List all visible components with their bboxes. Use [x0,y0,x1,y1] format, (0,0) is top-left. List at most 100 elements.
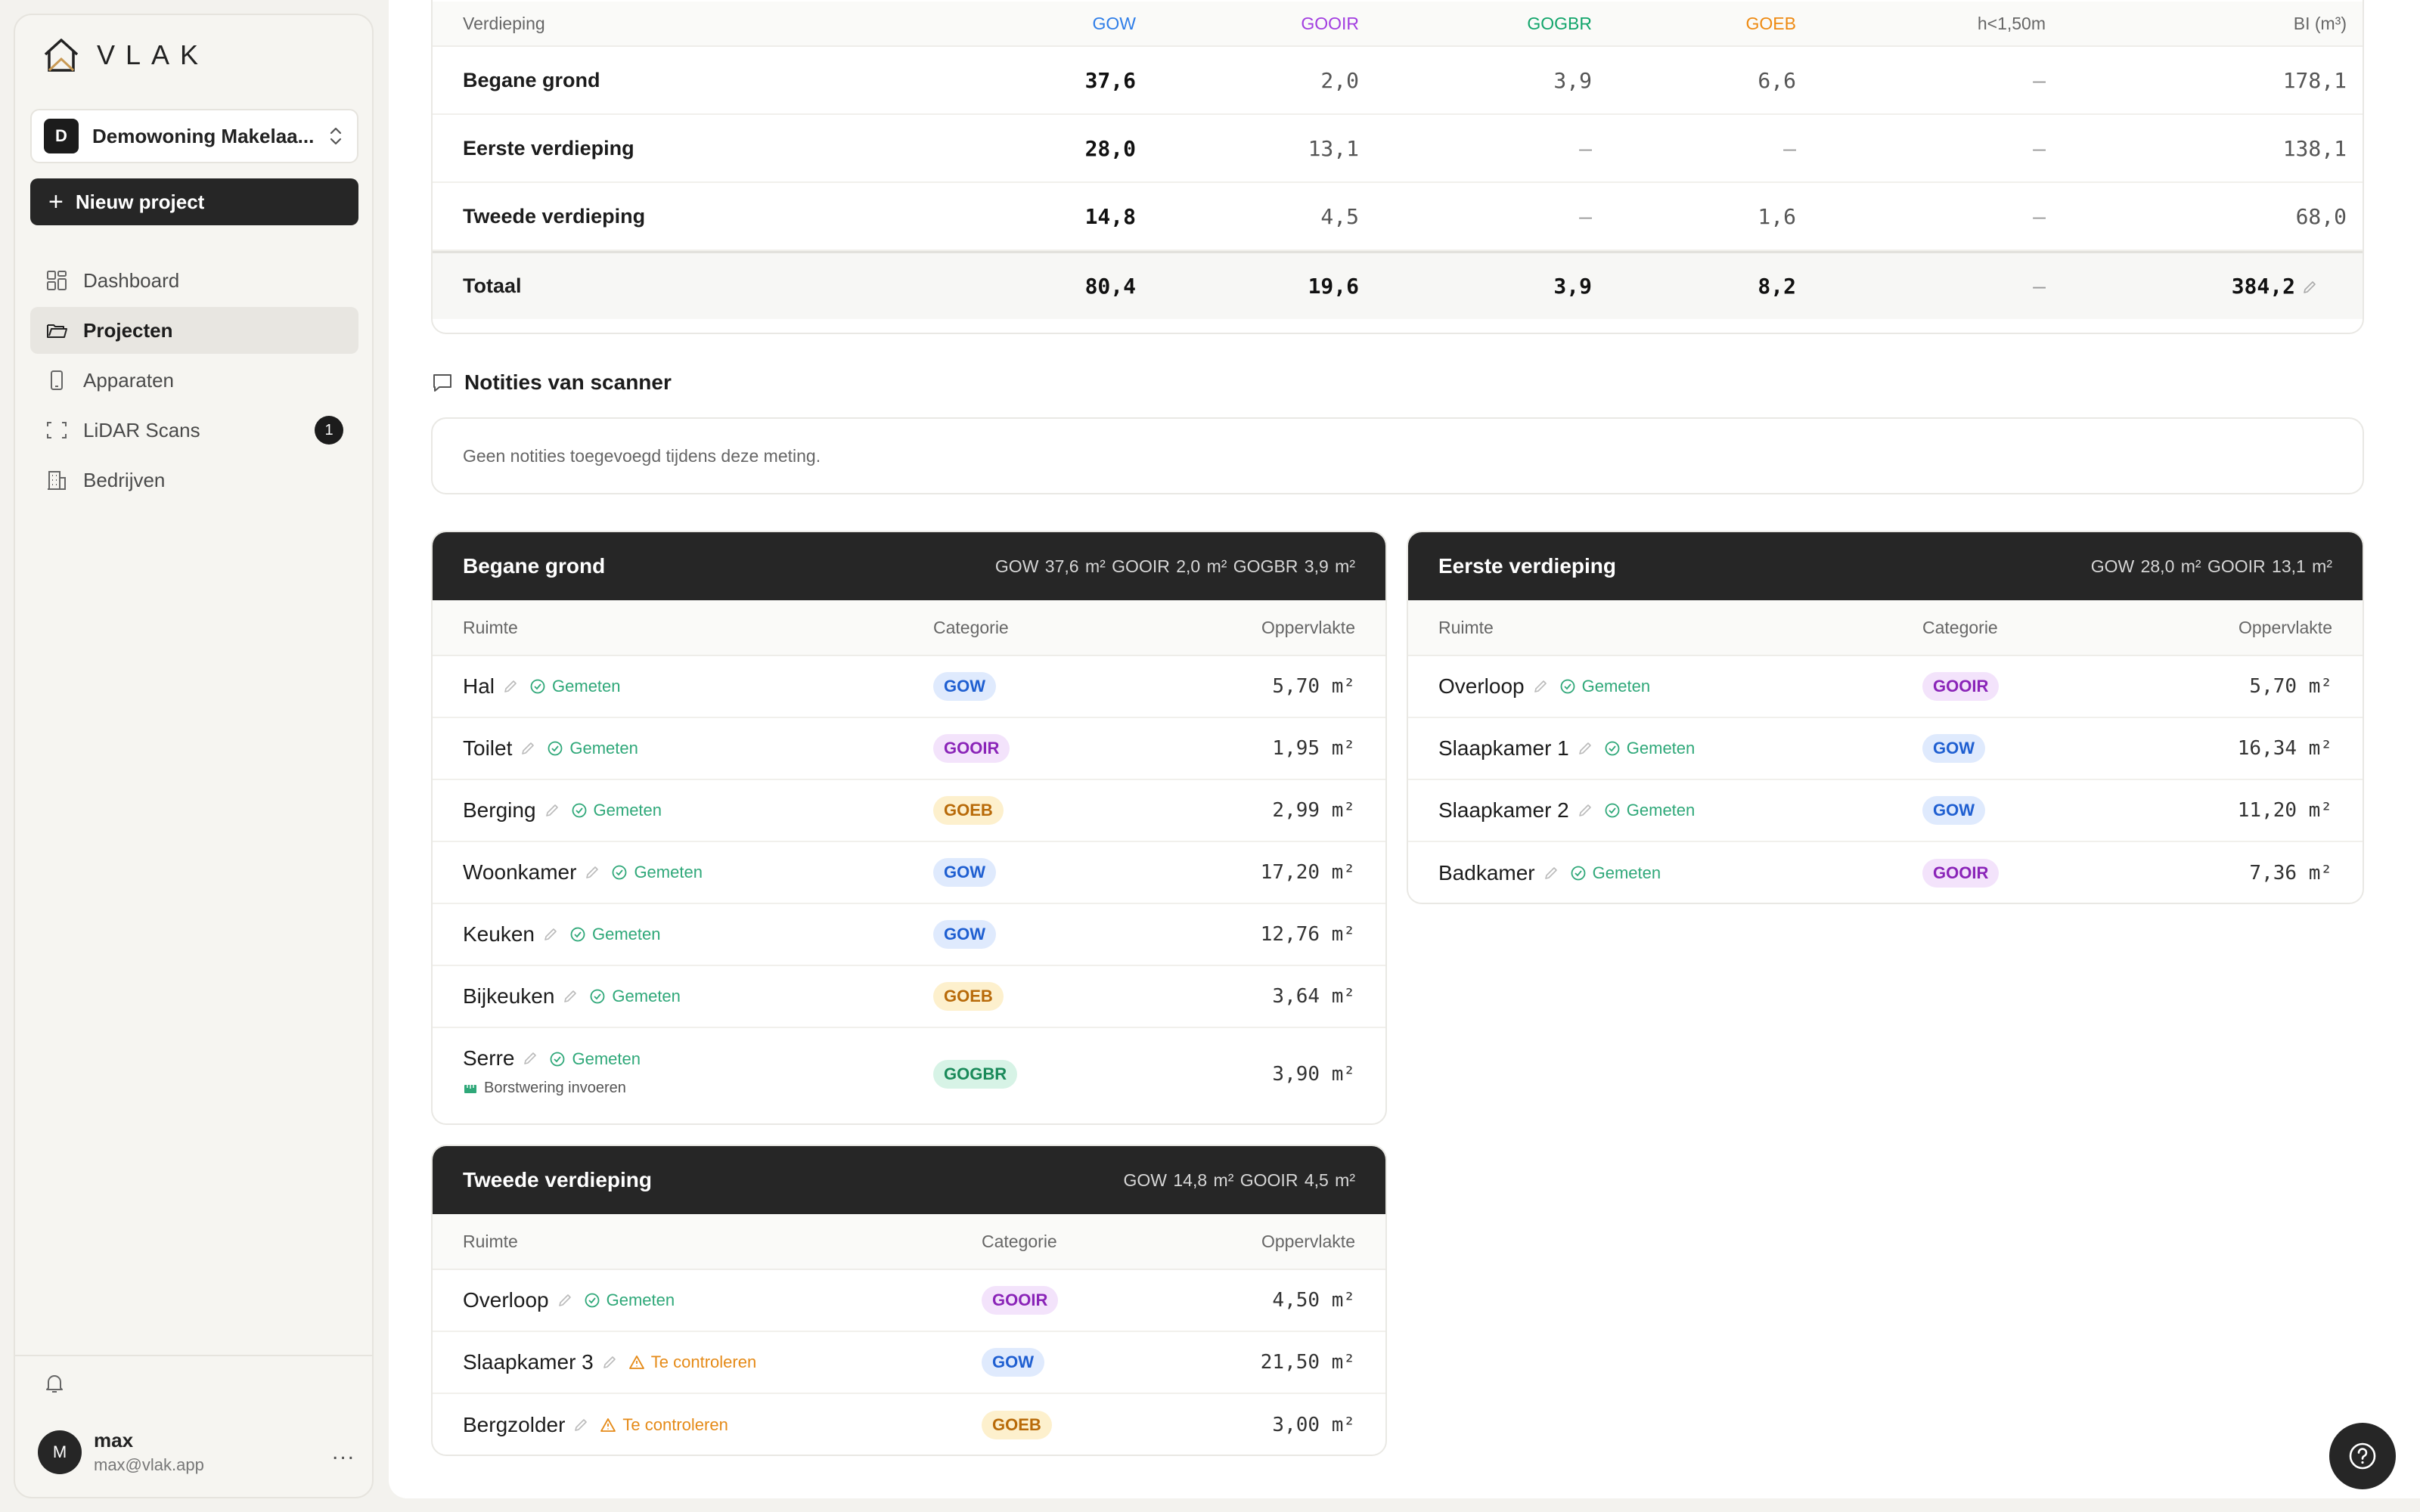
status-label: Gemeten [1626,801,1696,820]
status-label: Gemeten [593,801,662,820]
room-row[interactable]: Hal Gemeten GOW 5,70 m² [433,656,1385,718]
pencil-icon[interactable] [520,740,536,757]
help-button[interactable] [2329,1423,2396,1489]
col-oppervlakte: Oppervlakte [1261,1231,1355,1251]
room-name: Badkamer [1438,861,1535,885]
pencil-icon[interactable] [572,1417,589,1433]
pencil-icon[interactable] [584,864,600,881]
cell-gogbr: – [1579,135,1592,161]
room-name: Bergzolder [463,1413,566,1436]
status-measured: Gemeten [571,801,662,820]
room-row[interactable]: Woonkamer Gemeten GOW 17,20 m² [433,842,1385,904]
pencil-icon[interactable] [502,678,519,695]
floor-title: Tweede verdieping [463,1168,652,1191]
status-measured: Gemeten [1570,863,1661,883]
category-badge: GOW [1922,734,1985,763]
room-row[interactable]: Badkamer Gemeten GOOIR 7,36 m² [1408,842,2363,903]
user-profile[interactable]: M max max@vlak.app ... [38,1429,355,1475]
sidebar-item-projecten[interactable]: Projecten [30,307,358,354]
cell-gogbr: 3,9 [1553,274,1592,299]
sidebar-item-apparaten[interactable]: Apparaten [30,357,358,404]
pencil-icon[interactable] [544,802,560,819]
table-row: Begane grond 37,6 2,0 3,9 6,6 – 178,1 [433,47,2363,115]
room-row[interactable]: Overloop Gemeten GOOIR 5,70 m² [1408,656,2363,718]
parapet-note-label: Borstwering invoeren [484,1080,626,1096]
bell-icon[interactable] [42,1371,67,1396]
scan-icon [47,422,67,438]
room-row[interactable]: Serre Gemeten GOGBR 3,90 m² Borstwering … [433,1028,1385,1122]
notes-title: Notities van scanner [464,370,672,394]
cell-bi: 138,1 [2282,135,2347,161]
floor-stats: GOW 14,8 m² GOOIR 4,5 m² [1123,1170,1355,1190]
cell-low-height: – [2033,135,2046,161]
cell-gow: 80,4 [1084,274,1136,299]
notes-card: Geen notities toegevoegd tijdens deze me… [431,417,2364,494]
status-label: Gemeten [552,677,621,696]
room-row[interactable]: Overloop Gemeten GOOIR 4,50 m² [433,1270,1385,1332]
more-options-icon[interactable]: ... [331,1439,355,1464]
room-name: Berging [463,798,536,822]
device-icon [51,370,63,390]
new-project-button[interactable]: + Nieuw project [30,178,358,225]
grid-icon [47,271,67,290]
pencil-icon[interactable] [557,1292,573,1309]
status-needs-review: Te controleren [600,1415,728,1435]
sidebar-item-label: Apparaten [83,368,174,392]
pencil-icon[interactable] [2301,279,2318,296]
floor-title: Begane grond [463,554,606,578]
room-area: 2,99 m² [1272,799,1355,822]
cell-gooir: 13,1 [1308,135,1359,161]
cell-bi-total: 384,2 [2046,274,2347,299]
pencil-icon[interactable] [542,926,559,943]
parapet-note[interactable]: Borstwering invoeren [463,1080,626,1097]
sidebar-item-dashboard[interactable]: Dashboard [30,257,358,304]
floor-table-tweede-verdieping: Tweede verdieping GOW 14,8 m² GOOIR 4,5 … [431,1145,1387,1456]
floor-stats: GOW 37,6 m² GOOIR 2,0 m² GOGBR 3,9 m² [994,556,1355,576]
category-badge: GOW [1922,796,1985,825]
category-badge: GOOIR [1922,859,2000,888]
pencil-icon[interactable] [1577,802,1593,819]
floor-header: Tweede verdieping GOW 14,8 m² GOOIR 4,5 … [433,1146,1385,1214]
pencil-icon[interactable] [1543,865,1559,881]
room-row[interactable]: Slaapkamer 1 Gemeten GOW 16,34 m² [1408,718,2363,780]
room-area: 17,20 m² [1260,861,1355,884]
room-row[interactable]: Bijkeuken Gemeten GOEB 3,64 m² [433,966,1385,1028]
room-row[interactable]: Keuken Gemeten GOW 12,76 m² [433,904,1385,966]
pencil-icon[interactable] [562,988,579,1005]
notes-heading: Notities van scanner [431,370,672,395]
check-circle-icon [1571,866,1586,881]
sidebar: VLAK D Demowoning Makelaa... + Nieuw pro… [14,14,374,1498]
check-circle-icon [1605,741,1620,756]
col-ruimte: Ruimte [463,1231,518,1251]
status-label: Gemeten [569,739,638,758]
status-measured: Gemeten [569,925,660,944]
room-row[interactable]: Berging Gemeten GOEB 2,99 m² [433,780,1385,842]
project-selector[interactable]: D Demowoning Makelaa... [30,109,358,163]
col-gooir: GOOIR [1301,13,1359,33]
pencil-icon[interactable] [1532,678,1549,695]
pencil-icon[interactable] [601,1354,618,1371]
cell-low-height: – [2033,203,2046,229]
pencil-icon[interactable] [1577,740,1593,757]
col-ruimte: Ruimte [463,617,518,637]
pencil-icon[interactable] [522,1050,538,1067]
room-name: Toilet [463,736,513,760]
room-row[interactable]: Bergzolder Te controleren GOEB 3,00 m² [433,1394,1385,1455]
category-badge: GOOIR [933,734,1010,763]
cell-gooir: 19,6 [1308,274,1359,299]
new-project-label: Nieuw project [75,190,205,213]
check-circle-icon [551,1052,565,1067]
col-bi: BI (m³) [2293,13,2347,33]
cell-gogbr: 3,9 [1553,67,1592,93]
sidebar-item-lidar-scans[interactable]: LiDAR Scans 1 [30,407,358,454]
check-circle-icon [613,865,627,880]
room-name: Overloop [1438,674,1525,698]
room-row[interactable]: Toilet Gemeten GOOIR 1,95 m² [433,718,1385,780]
folder-icon [47,324,67,338]
room-row[interactable]: Slaapkamer 2 Gemeten GOW 11,20 m² [1408,780,2363,842]
sidebar-item-bedrijven[interactable]: Bedrijven [30,457,358,503]
room-row[interactable]: Slaapkamer 3 Te controleren GOW 21,50 m² [433,1332,1385,1394]
logo[interactable]: VLAK [42,36,209,74]
room-area: 21,50 m² [1260,1351,1355,1374]
building-icon [48,471,66,490]
